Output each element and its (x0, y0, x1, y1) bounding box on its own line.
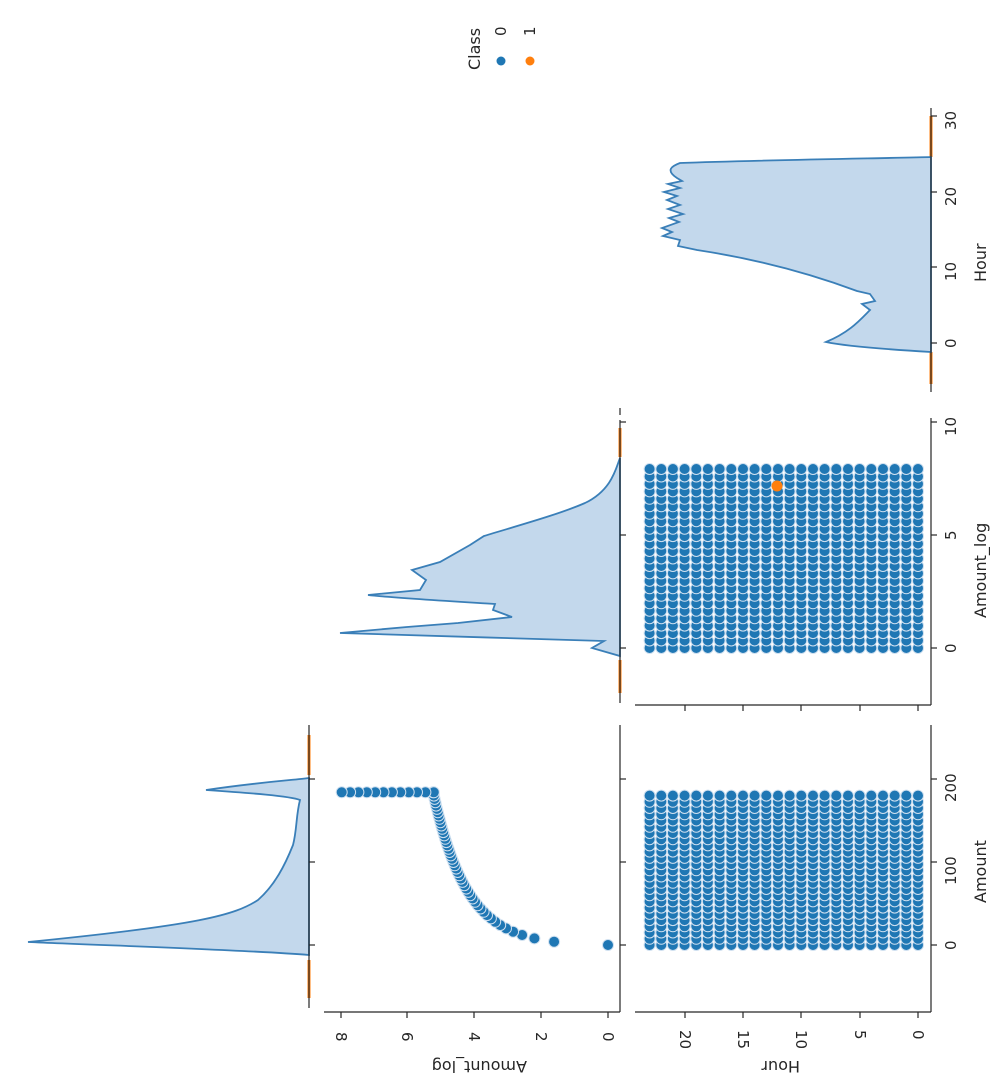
amount-tick-100: 100 (942, 856, 960, 885)
hour-bottom-tick-5: 5 (851, 1030, 869, 1040)
amountlog-bottom-tick-6: 6 (398, 1032, 416, 1042)
amountlog-kde-curve (339, 457, 621, 658)
amountlog-bottom-tick-4: 4 (465, 1032, 483, 1042)
hour-kde-curve (659, 156, 932, 353)
hour-bottom-tick-0: 0 (909, 1030, 927, 1040)
hour-tick-0: 0 (942, 338, 960, 348)
legend-label-1: 1 (521, 26, 539, 36)
amountlog-tick-5: 5 (942, 530, 960, 540)
hour-tick-30: 30 (942, 111, 960, 130)
amount-tick-200: 200 (942, 773, 960, 802)
panel-hour-vs-amount: 200 100 0 Amount 20 15 10 5 0 Hour (635, 725, 990, 1076)
scatter-point-class1 (771, 480, 783, 492)
scatter-points-class0 (643, 789, 924, 951)
amountlog-tick-0: 0 (942, 643, 960, 653)
scatter-points-class0 (643, 463, 924, 654)
amountlog-bottom-tick-0: 0 (599, 1032, 617, 1042)
legend-marker-1 (525, 56, 535, 66)
amount-axis-label: Amount (971, 840, 990, 903)
hour-tick-20: 20 (942, 187, 960, 206)
panel-hour-vs-amountlog: 10 5 0 Amount_log (635, 417, 991, 711)
panel-hour-kde: 30 20 10 0 Hour (659, 108, 990, 392)
legend-label-0: 0 (492, 26, 510, 36)
panel-amountlog-vs-amount: 8 6 4 2 0 Amount_log (324, 725, 626, 1076)
amountlog-bottom-tick-8: 8 (332, 1032, 350, 1042)
amount-kde-curve (27, 776, 310, 956)
amountlog-bottom-tick-2: 2 (532, 1032, 550, 1042)
legend: Class 0 1 (465, 26, 539, 70)
amountlog-bottom-axis-label: Amount_log (432, 1056, 527, 1076)
hour-bottom-axis-label: Hour (761, 1057, 800, 1076)
amountlog-axis-label: Amount_log (971, 523, 991, 618)
amount-tick-0: 0 (942, 940, 960, 950)
hour-bottom-tick-10: 10 (792, 1030, 810, 1049)
legend-title: Class (465, 28, 484, 70)
amountlog-tick-10: 10 (942, 417, 960, 436)
hour-tick-10: 10 (942, 262, 960, 281)
scatter-points-class0 (335, 786, 614, 951)
panel-amount-kde (27, 725, 315, 1008)
panel-amountlog-kde (339, 420, 626, 703)
hour-bottom-tick-20: 20 (676, 1030, 694, 1049)
legend-marker-0 (496, 56, 506, 66)
hour-axis-label: Hour (971, 243, 990, 282)
hour-bottom-tick-15: 15 (734, 1030, 752, 1049)
